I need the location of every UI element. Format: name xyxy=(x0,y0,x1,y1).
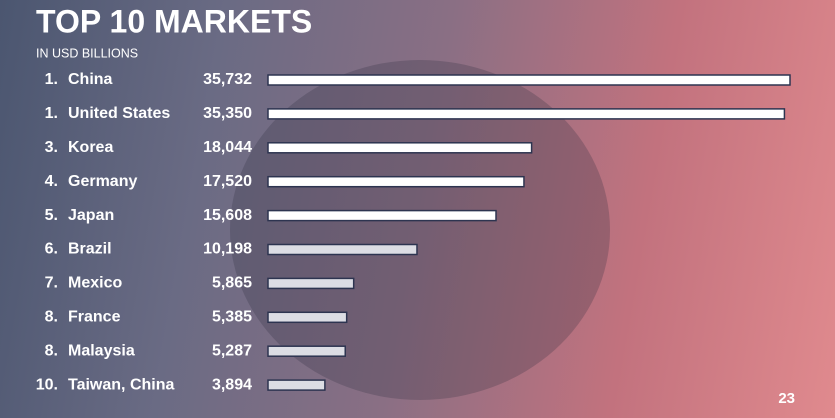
category-label: Malaysia xyxy=(68,342,135,359)
rank-label: 1. xyxy=(45,105,58,122)
value-label: 35,350 xyxy=(203,105,252,122)
value-label: 18,044 xyxy=(203,139,252,156)
bar xyxy=(267,277,355,290)
category-label: Mexico xyxy=(68,275,122,292)
category-label: Korea xyxy=(68,139,113,156)
value-label: 10,198 xyxy=(203,241,252,258)
category-label: Germany xyxy=(68,173,137,190)
bar xyxy=(267,175,525,188)
bar xyxy=(267,142,533,154)
bar xyxy=(267,243,418,256)
bar xyxy=(267,345,346,357)
category-label: United States xyxy=(68,105,170,122)
category-label: France xyxy=(68,309,121,326)
rank-label: 8. xyxy=(45,342,58,359)
value-label: 5,385 xyxy=(212,309,252,326)
bar xyxy=(267,311,348,324)
chart-subtitle: IN USD BILLIONS xyxy=(36,46,138,60)
value-label: 5,287 xyxy=(212,342,252,359)
category-label: China xyxy=(68,71,113,88)
category-label: Taiwan, China xyxy=(68,376,174,393)
rank-label: 1. xyxy=(45,71,58,88)
rank-label: 7. xyxy=(45,275,58,292)
value-label: 15,608 xyxy=(203,207,252,224)
bar xyxy=(267,74,791,86)
value-label: 17,520 xyxy=(203,173,252,190)
rank-label: 6. xyxy=(45,241,58,258)
rank-label: 5. xyxy=(45,207,58,224)
bar xyxy=(267,108,786,120)
value-label: 35,732 xyxy=(203,71,252,88)
category-label: Japan xyxy=(68,207,114,224)
chart-title: TOP 10 MARKETS xyxy=(36,3,312,39)
rank-label: 10. xyxy=(36,376,58,393)
rank-label: 3. xyxy=(45,139,58,156)
page-number: 23 xyxy=(778,390,795,407)
value-label: 5,865 xyxy=(212,275,252,292)
bar xyxy=(267,209,497,222)
rank-label: 4. xyxy=(45,173,58,190)
value-label: 3,894 xyxy=(212,376,252,393)
bar xyxy=(267,379,326,391)
rank-label: 8. xyxy=(45,309,58,326)
category-label: Brazil xyxy=(68,241,112,258)
